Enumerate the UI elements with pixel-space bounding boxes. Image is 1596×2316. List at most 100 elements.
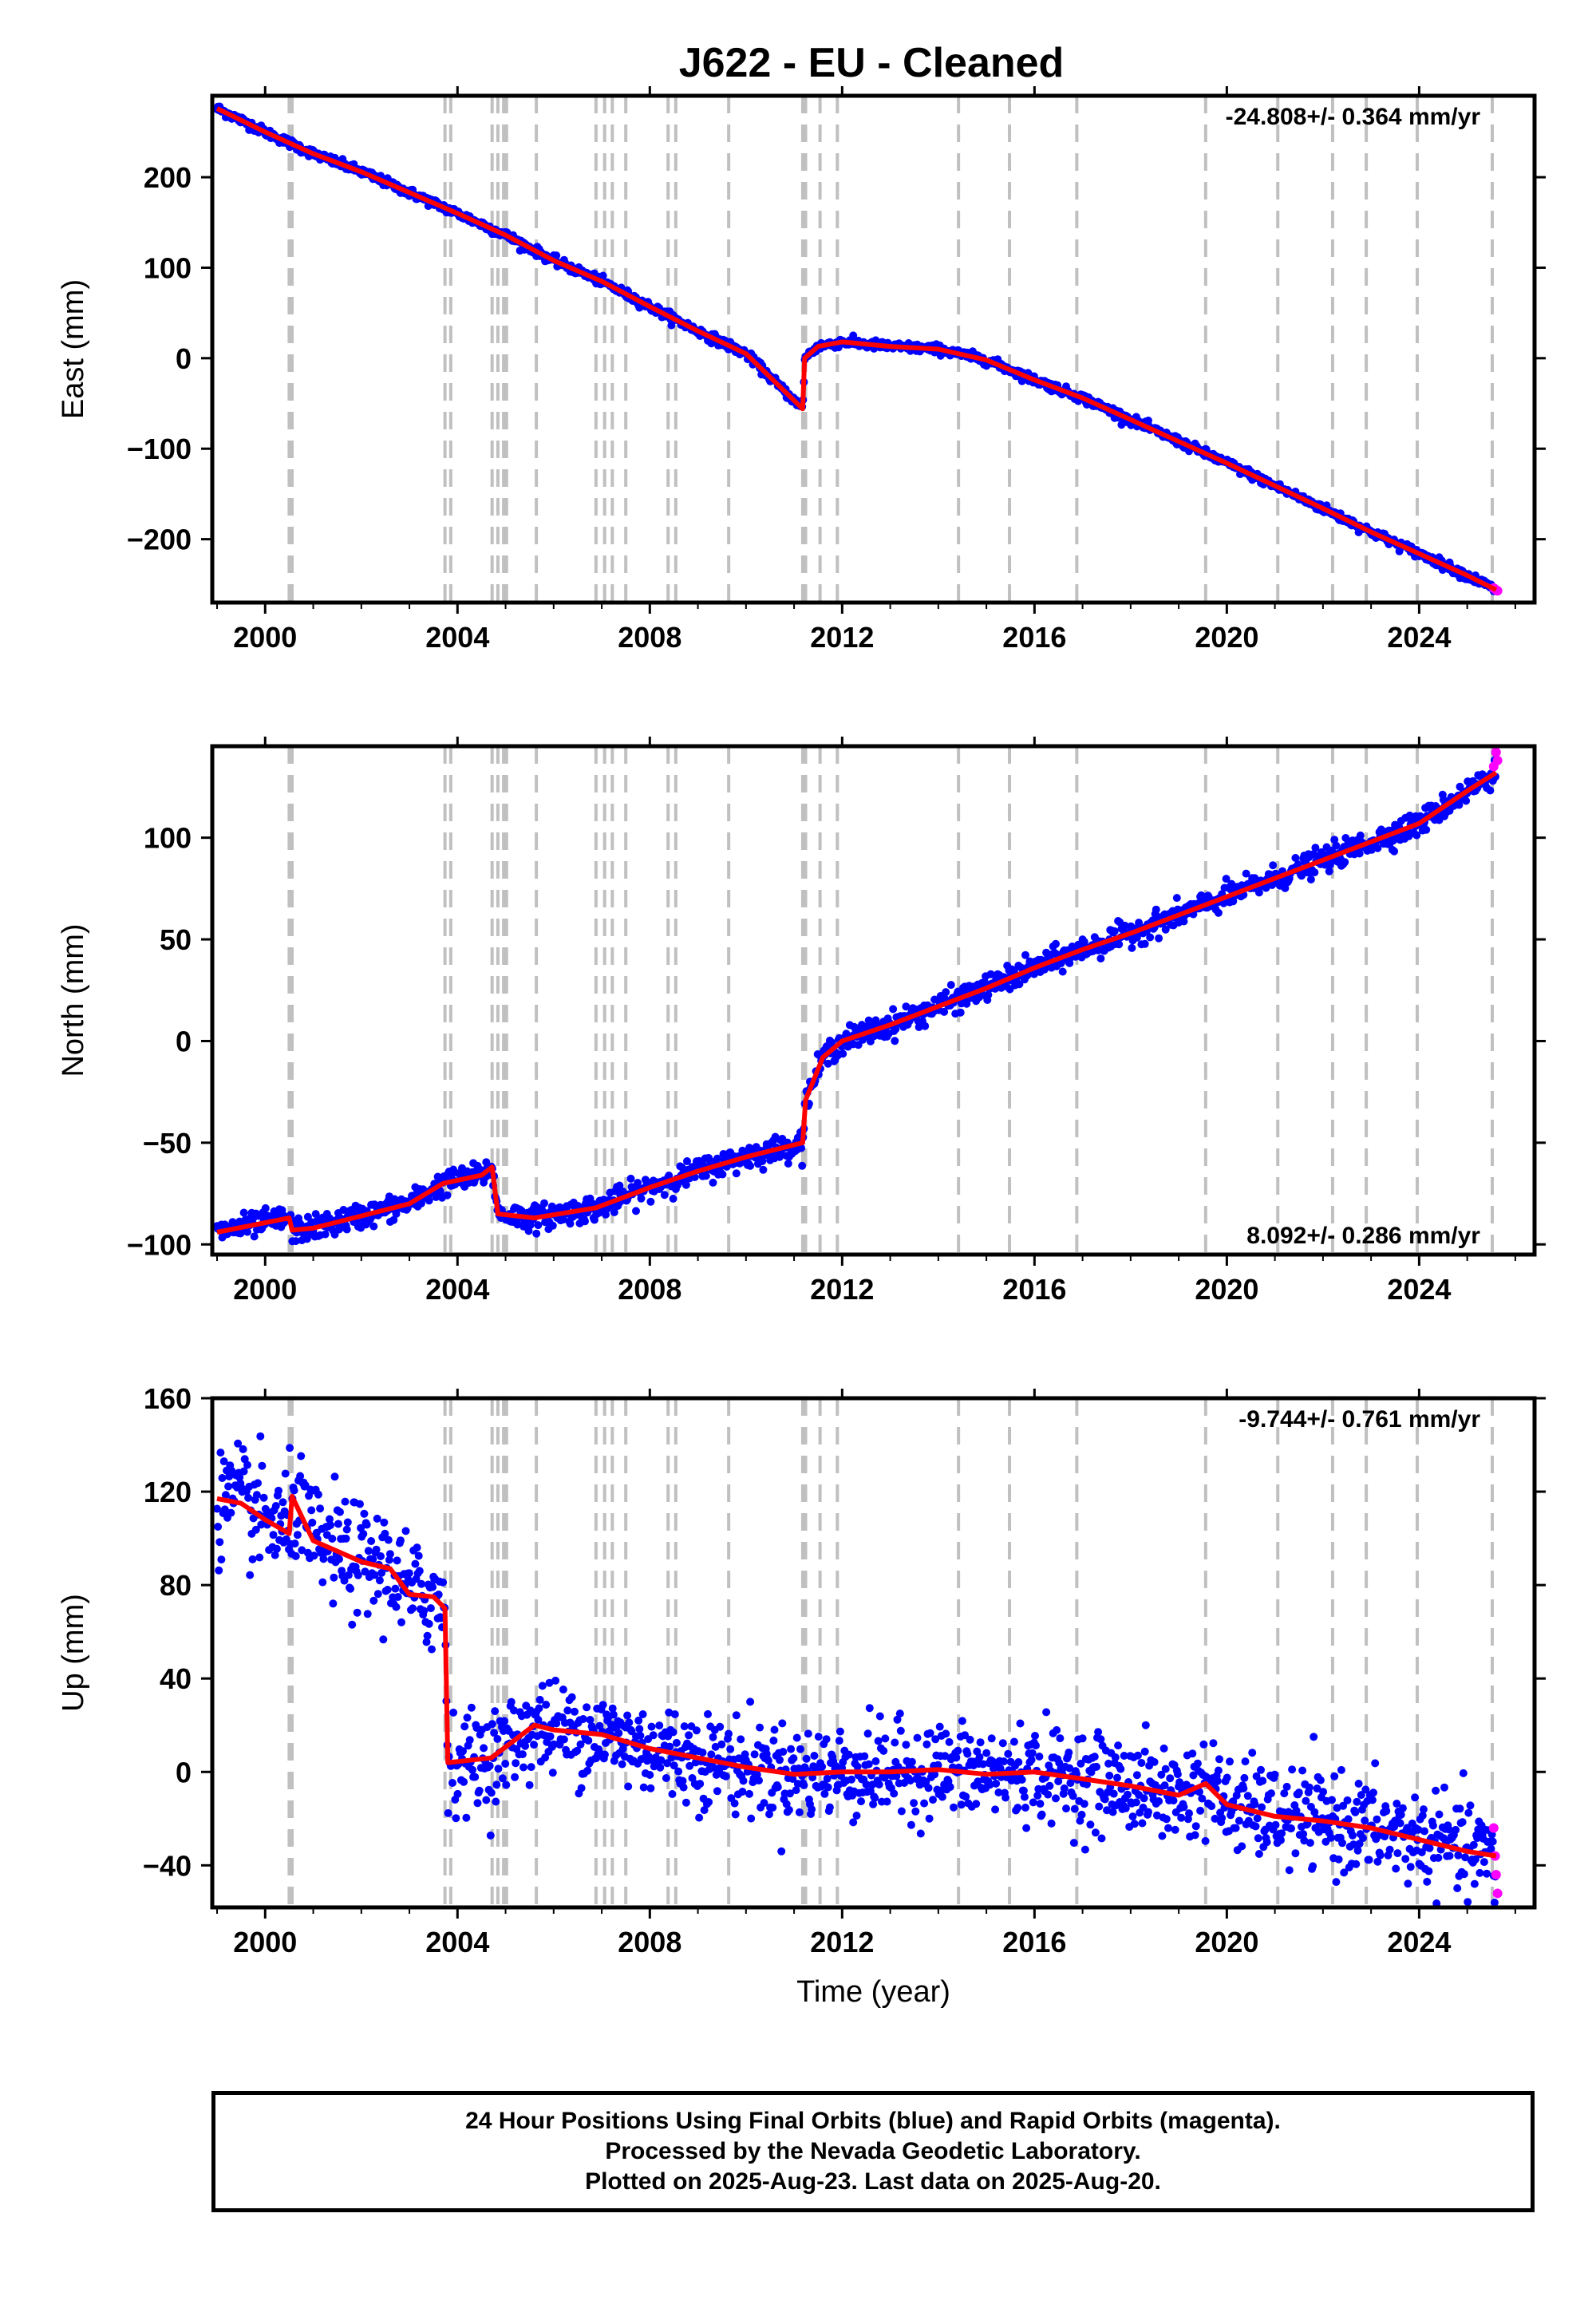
- final-orbit-point: [892, 1772, 901, 1780]
- final-orbit-point: [1479, 1858, 1488, 1867]
- final-orbit-point: [488, 1720, 496, 1729]
- final-orbit-point: [422, 1638, 431, 1646]
- final-orbit-point: [377, 1552, 385, 1560]
- x-tick-label: 2000: [233, 1273, 297, 1306]
- final-orbit-point: [1161, 925, 1170, 934]
- final-orbit-point: [897, 1807, 906, 1816]
- final-orbit-point: [1179, 1803, 1188, 1812]
- final-orbit-point: [255, 1553, 264, 1562]
- final-orbit-point: [518, 1750, 527, 1759]
- final-orbit-point: [1414, 1825, 1423, 1834]
- final-orbit-point: [1029, 1798, 1037, 1807]
- final-orbit-point: [452, 1814, 460, 1823]
- final-orbit-point: [291, 1551, 300, 1560]
- rapid-orbit-point: [1492, 1888, 1503, 1899]
- final-orbit-point: [425, 1619, 433, 1628]
- x-tick-label: 2004: [425, 1926, 489, 1958]
- final-orbit-point: [1456, 1804, 1464, 1813]
- final-orbit-point: [1385, 1845, 1394, 1854]
- final-orbit-point: [281, 1469, 290, 1478]
- final-orbit-point: [532, 1229, 541, 1238]
- final-orbit-point: [363, 1610, 372, 1618]
- final-orbit-point: [1115, 940, 1124, 949]
- final-orbit-point: [1235, 1816, 1243, 1825]
- final-orbit-point: [397, 1618, 405, 1626]
- final-orbit-point: [695, 1813, 704, 1822]
- final-orbit-point: [685, 1761, 694, 1770]
- final-orbit-point: [1305, 1783, 1314, 1792]
- final-orbit-point: [235, 1473, 244, 1482]
- final-orbit-point: [1349, 1840, 1358, 1849]
- final-orbit-point: [1188, 1749, 1197, 1758]
- final-orbit-point: [405, 1569, 413, 1578]
- final-orbit-point: [1140, 939, 1149, 948]
- final-orbit-point: [586, 1716, 595, 1724]
- final-orbit-point: [994, 1788, 1003, 1796]
- final-orbit-point: [865, 1704, 874, 1713]
- final-orbit-point: [1398, 1804, 1407, 1812]
- final-orbit-point: [735, 1754, 743, 1763]
- final-orbit-point: [713, 1787, 721, 1796]
- final-orbit-point: [1140, 1794, 1148, 1803]
- final-orbit-point: [480, 1744, 488, 1753]
- final-orbit-point: [500, 1717, 509, 1725]
- final-orbit-point: [224, 1482, 233, 1491]
- final-orbit-point: [902, 1741, 911, 1749]
- final-orbit-point: [685, 1731, 693, 1740]
- final-orbit-point: [634, 1179, 642, 1188]
- final-orbit-point: [250, 1232, 259, 1241]
- final-orbit-point: [786, 1789, 794, 1798]
- final-orbit-point: [1019, 1786, 1028, 1795]
- final-orbit-point: [1325, 860, 1334, 869]
- east-panel: 2000 2004 2008 2012 2016 2020 2024−200−1000100…: [57, 86, 1546, 654]
- final-orbit-point: [1020, 1792, 1029, 1801]
- final-orbit-point: [1065, 958, 1074, 967]
- final-orbit-point: [1171, 1825, 1179, 1834]
- final-orbit-point: [610, 1208, 618, 1216]
- final-orbit-point: [1021, 951, 1029, 959]
- east-plot-area: [213, 96, 1503, 603]
- x-tick-label: 2020: [1195, 1273, 1258, 1306]
- final-orbit-point: [1328, 1796, 1336, 1804]
- final-orbit-point: [527, 1763, 535, 1772]
- final-orbit-point: [1240, 1773, 1249, 1782]
- final-orbit-point: [384, 1535, 393, 1544]
- final-orbit-point: [913, 1733, 922, 1742]
- final-orbit-point: [296, 1472, 305, 1480]
- final-orbit-point: [423, 1631, 432, 1640]
- final-orbit-point: [359, 1530, 368, 1538]
- y-tick-label: 200: [144, 161, 192, 194]
- final-orbit-point: [498, 1774, 507, 1783]
- final-orbit-point: [1393, 1800, 1401, 1808]
- final-orbit-point: [475, 1786, 484, 1795]
- final-orbit-point: [383, 1586, 392, 1594]
- final-orbit-point: [956, 1008, 965, 1017]
- final-orbit-point: [217, 1555, 226, 1564]
- y-tick-label: −50: [143, 1127, 192, 1160]
- final-orbit-point: [1014, 1758, 1023, 1766]
- final-orbit-point: [239, 1467, 248, 1476]
- final-orbit-point: [1469, 1840, 1478, 1849]
- final-orbit-point: [1353, 1846, 1362, 1855]
- final-orbit-point: [341, 1497, 350, 1506]
- final-orbit-point: [1037, 1810, 1046, 1819]
- rapid-orbit-point: [1491, 1870, 1501, 1880]
- up-panel: 2000 2004 2008 2012 2016 2020 2024−40040801201…: [57, 1382, 1546, 2009]
- final-orbit-point: [1490, 1899, 1499, 1907]
- final-orbit-point: [822, 1735, 831, 1744]
- final-orbit-point: [1196, 1806, 1205, 1815]
- final-orbit-point: [864, 1760, 873, 1769]
- final-orbit-point: [759, 1165, 768, 1174]
- final-orbit-point: [602, 1210, 610, 1219]
- final-orbit-point: [986, 970, 995, 978]
- final-orbit-point: [705, 1798, 713, 1806]
- final-orbit-point: [269, 1531, 278, 1539]
- final-orbit-point: [660, 1191, 669, 1199]
- final-orbit-point: [1445, 1852, 1454, 1860]
- final-orbit-point: [1207, 1802, 1216, 1811]
- final-orbit-point: [972, 1800, 981, 1808]
- final-orbit-point: [1417, 1848, 1426, 1856]
- final-orbit-point: [316, 1504, 325, 1513]
- final-orbit-point: [1032, 1741, 1040, 1750]
- final-orbit-point: [370, 1571, 379, 1579]
